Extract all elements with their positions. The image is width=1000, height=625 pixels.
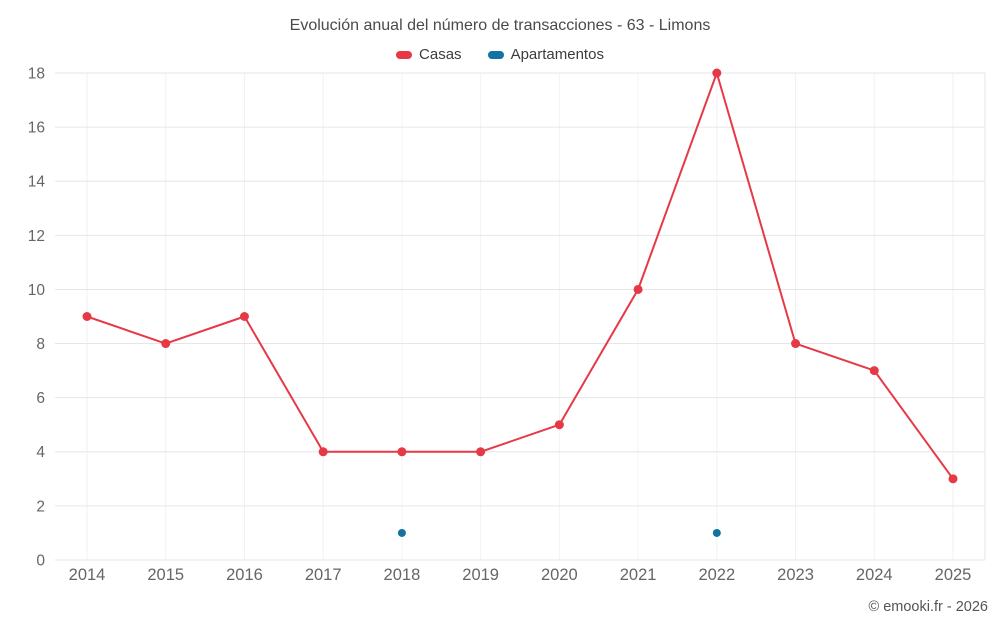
- y-tick-label: 6: [36, 390, 45, 407]
- data-point-casas[interactable]: [161, 339, 171, 349]
- data-point-casas[interactable]: [82, 312, 92, 321]
- x-tick-label: 2020: [541, 566, 578, 584]
- data-point-casas[interactable]: [476, 447, 486, 457]
- data-point-casas[interactable]: [712, 68, 722, 78]
- x-tick-label: 2015: [147, 566, 184, 584]
- x-tick-label: 2021: [620, 566, 657, 584]
- y-tick-label: 10: [28, 282, 46, 299]
- legend-marker-icon: [396, 50, 413, 59]
- x-tick-label: 2017: [305, 566, 342, 584]
- y-tick-label: 16: [28, 120, 45, 137]
- data-point-casas[interactable]: [791, 339, 801, 349]
- y-tick-label: 0: [36, 552, 45, 569]
- data-point-casas[interactable]: [239, 312, 249, 321]
- x-tick-label: 2022: [698, 566, 735, 584]
- y-tick-label: 18: [28, 65, 45, 82]
- legend-item-casas[interactable]: Casas: [396, 46, 462, 63]
- data-point-apartamentos[interactable]: [712, 528, 721, 537]
- x-tick-label: 2024: [856, 566, 893, 584]
- series-line-casas: [86, 72, 954, 480]
- data-point-casas[interactable]: [948, 474, 958, 484]
- data-point-casas[interactable]: [397, 447, 407, 457]
- x-tick-label: 2018: [384, 566, 421, 584]
- y-tick-label: 2: [36, 498, 45, 515]
- data-point-casas[interactable]: [554, 420, 564, 430]
- y-tick-label: 4: [36, 444, 45, 461]
- chart-title: Evolución anual del número de transaccio…: [289, 17, 711, 34]
- data-point-apartamentos[interactable]: [397, 528, 406, 537]
- legend: Casas Apartamentos: [0, 46, 1000, 63]
- x-tick-label: 2019: [462, 566, 499, 584]
- legend-item-apartamentos[interactable]: Apartamentos: [487, 46, 604, 63]
- y-tick-label: 8: [36, 336, 45, 353]
- legend-label: Apartamentos: [510, 46, 604, 63]
- x-tick-label: 2025: [935, 566, 972, 584]
- copyright-footer: © emooki.fr - 2026: [868, 599, 988, 615]
- x-tick-label: 2014: [69, 566, 106, 584]
- data-point-casas[interactable]: [869, 366, 879, 376]
- legend-marker-icon: [487, 50, 504, 59]
- x-tick-label: 2016: [226, 566, 263, 584]
- legend-label: Casas: [419, 46, 462, 63]
- y-tick-label: 12: [28, 228, 45, 245]
- x-tick-label: 2023: [777, 566, 814, 584]
- data-point-casas[interactable]: [318, 447, 328, 457]
- y-tick-label: 14: [28, 174, 46, 191]
- data-point-casas[interactable]: [633, 284, 643, 294]
